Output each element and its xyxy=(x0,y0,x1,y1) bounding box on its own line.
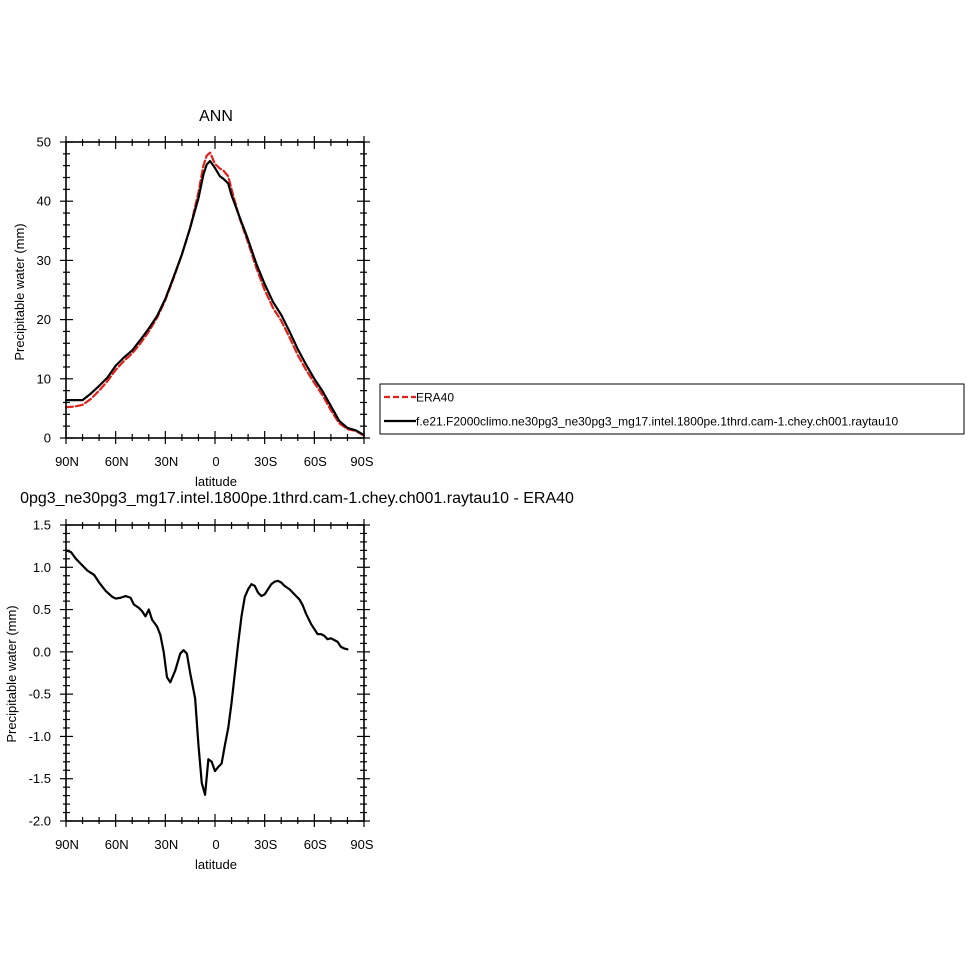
bottom-ytick-label: 0.5 xyxy=(33,602,51,617)
top-xtick-label: 60S xyxy=(304,454,327,469)
top-ytick-label: 20 xyxy=(37,312,51,327)
bottom-panel: 0pg3_ne30pg3_mg17.intel.1800pe.1thrd.cam… xyxy=(4,490,574,872)
bottom-y-axis-label: Precipitable water (mm) xyxy=(4,605,19,742)
top-y-axis-label: Precipitable water (mm) xyxy=(12,223,27,360)
bottom-xtick-label: 30N xyxy=(154,837,178,852)
top-x-axis-label: latitude xyxy=(195,474,237,489)
top-ytick-label: 0 xyxy=(44,431,51,446)
top-xtick-label: 60N xyxy=(105,454,129,469)
bottom-ytick-label: -2.0 xyxy=(29,814,51,829)
top-plot-frame xyxy=(65,141,365,439)
top-ytick-label: 10 xyxy=(37,371,51,386)
bottom-xtick-label: 30S xyxy=(254,837,277,852)
legend: ERA40 f.e21.F2000climo.ne30pg3_ne30pg3_m… xyxy=(379,383,965,435)
bottom-chart-title: 0pg3_ne30pg3_mg17.intel.1800pe.1thrd.cam… xyxy=(20,490,574,507)
legend-label-model: f.e21.F2000climo.ne30pg3_ne30pg3_mg17.in… xyxy=(416,415,898,429)
top-tick-marks xyxy=(60,136,370,444)
bottom-series-layer xyxy=(64,549,349,796)
legend-label-era40: ERA40 xyxy=(416,391,454,405)
top-xtick-label: 0 xyxy=(212,454,219,469)
top-xtick-label: 90S xyxy=(350,454,373,469)
top-series-line-0 xyxy=(64,151,366,437)
bottom-xtick-label: 90S xyxy=(350,837,373,852)
top-xtick-label: 30S xyxy=(254,454,277,469)
top-chart-title: ANN xyxy=(199,108,233,125)
top-panel: ANN 90N 60N 30N 0 30S 60S 90S 0 10 20 30… xyxy=(12,108,965,489)
top-xtick-label: 30N xyxy=(154,454,178,469)
bottom-xtick-label: 0 xyxy=(212,837,219,852)
bottom-plot-frame xyxy=(65,524,365,822)
legend-box xyxy=(379,383,965,435)
bottom-ytick-label: -1.5 xyxy=(29,771,51,786)
bottom-ytick-label: 1.5 xyxy=(33,518,51,533)
bottom-tick-marks xyxy=(60,519,370,827)
top-ytick-label: 30 xyxy=(37,253,51,268)
top-ytick-label: 40 xyxy=(37,194,51,209)
top-xtick-label: 90N xyxy=(55,454,79,469)
top-series-line-1 xyxy=(64,159,366,437)
top-ytick-label: 50 xyxy=(37,135,51,150)
bottom-ytick-label: 0.0 xyxy=(33,644,51,659)
bottom-x-axis-label: latitude xyxy=(195,857,237,872)
bottom-ytick-label: -1.0 xyxy=(29,729,51,744)
bottom-ytick-label: 1.0 xyxy=(33,560,51,575)
bottom-series-line-0 xyxy=(64,549,349,796)
bottom-xtick-label: 90N xyxy=(55,837,79,852)
bottom-xtick-label: 60N xyxy=(105,837,129,852)
bottom-xtick-label: 60S xyxy=(304,837,327,852)
top-series-layer xyxy=(64,151,366,437)
bottom-ytick-label: -0.5 xyxy=(29,687,51,702)
